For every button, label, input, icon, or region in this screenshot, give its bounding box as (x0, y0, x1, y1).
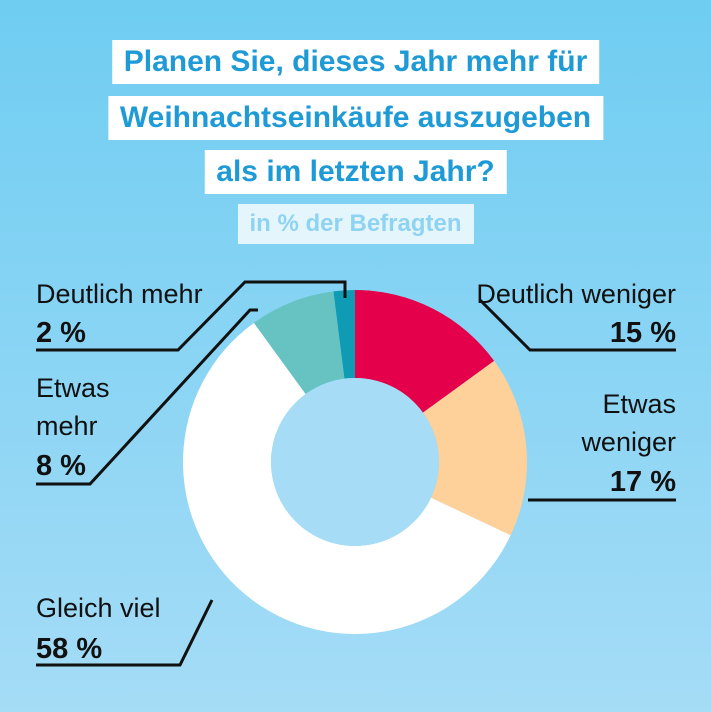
label-etwas-weniger-line1: Etwas (602, 389, 676, 419)
slice-etwas-weniger (422, 360, 527, 536)
chart-title-line-3: als im letzten Jahr? (204, 150, 507, 194)
label-deutlich-weniger: Deutlich weniger (476, 279, 676, 309)
donut-slices (182, 290, 527, 635)
slice-etwas-mehr (253, 291, 345, 395)
leader-etwas-mehr (36, 308, 258, 486)
slice-deutlich-weniger (355, 290, 495, 413)
value-deutlich-mehr: 2 % (36, 317, 86, 349)
chart-title-line-2: Weihnachtseinkäufe auszugeben (107, 96, 604, 140)
value-etwas-weniger: 17 % (610, 466, 676, 498)
chart-subtitle: in % der Befragten (237, 204, 474, 244)
value-gleich-viel: 58 % (36, 633, 102, 665)
label-etwas-mehr-line1: Etwas (36, 373, 110, 403)
label-etwas-mehr-line2: mehr (36, 411, 98, 441)
slice-gleich-viel (182, 322, 511, 635)
leader-gleich-viel (36, 599, 214, 667)
slice-deutlich-mehr (333, 290, 355, 379)
leader-deutlich-weniger (478, 298, 676, 352)
chart-title-line-1: Planen Sie, dieses Jahr mehr für (111, 40, 600, 84)
value-deutlich-weniger: 15 % (610, 317, 676, 349)
leader-lines (36, 280, 676, 667)
leader-deutlich-mehr (36, 280, 347, 352)
value-etwas-mehr: 8 % (36, 450, 86, 482)
donut-hole (271, 378, 439, 546)
label-etwas-weniger-line2: weniger (580, 427, 676, 457)
label-gleich-viel: Gleich viel (36, 593, 161, 623)
label-deutlich-mehr: Deutlich mehr (36, 279, 203, 309)
